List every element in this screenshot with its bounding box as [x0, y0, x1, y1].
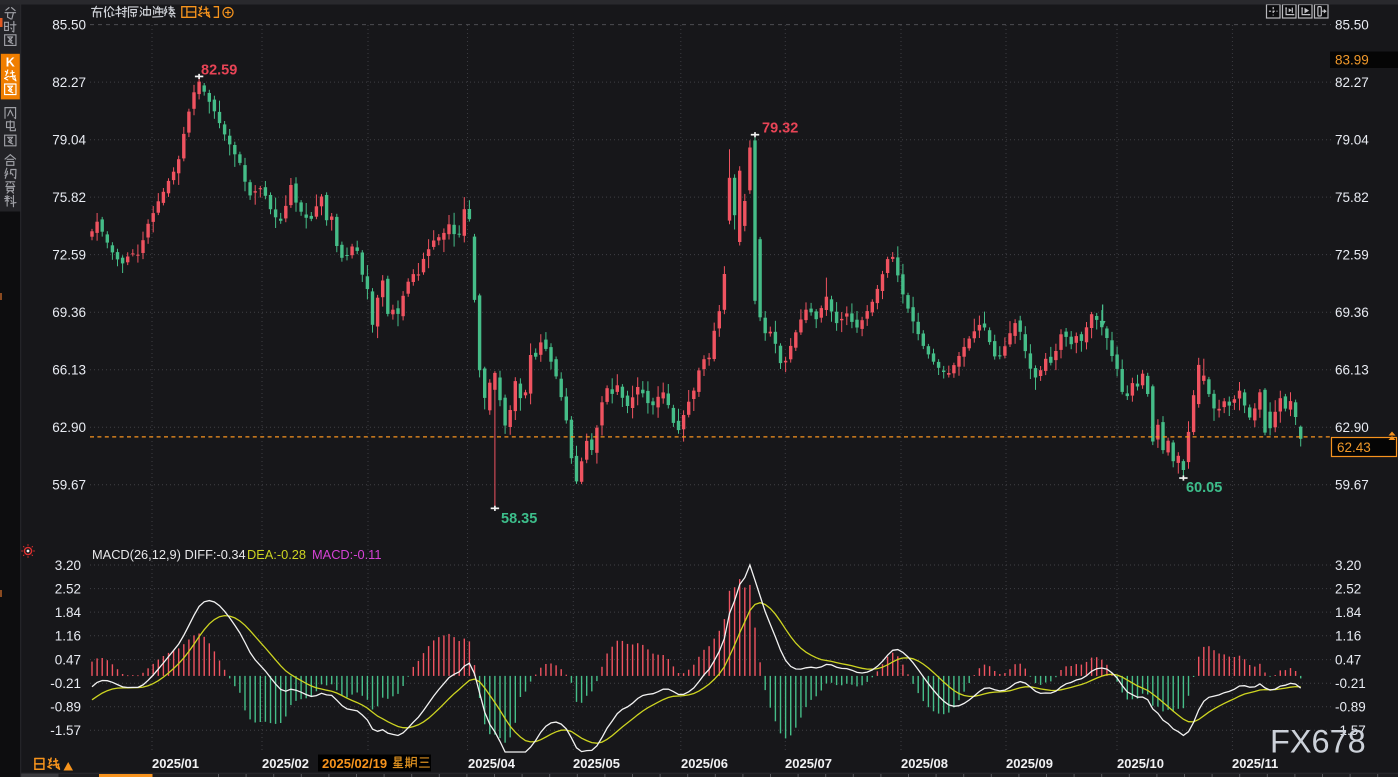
svg-text:2025/11: 2025/11 [1232, 756, 1278, 771]
svg-text:K: K [6, 56, 15, 70]
svg-text:1.16: 1.16 [55, 629, 81, 644]
svg-text:85.50: 85.50 [52, 17, 86, 32]
svg-text:2025/07: 2025/07 [785, 756, 832, 771]
svg-text:0.47: 0.47 [55, 652, 81, 667]
svg-text:2025/10: 2025/10 [1117, 756, 1164, 771]
svg-text:62.90: 62.90 [1335, 420, 1369, 435]
svg-text:60.05: 60.05 [1186, 480, 1222, 496]
svg-text:2025/02: 2025/02 [262, 756, 309, 771]
svg-text:2025/05: 2025/05 [573, 756, 620, 771]
svg-text:-0.21: -0.21 [1335, 676, 1366, 691]
svg-text:59.67: 59.67 [1335, 478, 1369, 493]
svg-text:66.13: 66.13 [1335, 363, 1369, 378]
svg-text:-1.57: -1.57 [50, 723, 81, 738]
svg-text:62.43: 62.43 [1337, 440, 1371, 455]
svg-text:59.67: 59.67 [52, 478, 86, 493]
svg-text:-0.89: -0.89 [1335, 700, 1366, 715]
svg-text:2025/01: 2025/01 [152, 756, 199, 771]
svg-text:2025/09: 2025/09 [1006, 756, 1053, 771]
svg-text:82.59: 82.59 [201, 63, 237, 79]
svg-text:MACD:-0.11: MACD:-0.11 [312, 547, 381, 562]
svg-text:DEA:-0.28: DEA:-0.28 [247, 547, 306, 562]
svg-text:66.13: 66.13 [52, 363, 86, 378]
svg-text:58.35: 58.35 [501, 511, 537, 527]
svg-text:2025/06: 2025/06 [681, 756, 728, 771]
svg-text:2.52: 2.52 [1335, 581, 1361, 596]
svg-text:2025/04: 2025/04 [468, 756, 516, 771]
svg-text:-0.89: -0.89 [50, 700, 81, 715]
svg-text:FX678: FX678 [1270, 724, 1366, 760]
svg-text:75.82: 75.82 [1335, 190, 1369, 205]
svg-text:69.36: 69.36 [1335, 305, 1369, 320]
svg-text:-1.57: -1.57 [1335, 723, 1366, 738]
svg-text:72.59: 72.59 [52, 247, 86, 262]
svg-text:82.27: 82.27 [1335, 75, 1369, 90]
svg-text:2025/02/19: 2025/02/19 [322, 756, 387, 771]
svg-text:1.16: 1.16 [1335, 629, 1361, 644]
svg-text:79.04: 79.04 [52, 133, 86, 148]
svg-text:79.32: 79.32 [762, 121, 798, 137]
svg-text:62.90: 62.90 [52, 420, 86, 435]
svg-text:3.20: 3.20 [1335, 558, 1361, 573]
svg-text:MACD(26,12,9) DIFF:-0.34: MACD(26,12,9) DIFF:-0.34 [92, 547, 246, 562]
svg-text:83.99: 83.99 [1335, 53, 1369, 68]
svg-text:1.84: 1.84 [1335, 605, 1362, 620]
svg-text:1.84: 1.84 [55, 605, 82, 620]
svg-text:79.04: 79.04 [1335, 133, 1369, 148]
svg-text:-0.21: -0.21 [50, 676, 81, 691]
svg-text:85.50: 85.50 [1335, 17, 1369, 32]
svg-text:72.59: 72.59 [1335, 247, 1369, 262]
svg-text:75.82: 75.82 [52, 190, 86, 205]
svg-text:2025/08: 2025/08 [901, 756, 948, 771]
svg-text:3.20: 3.20 [55, 558, 81, 573]
svg-text:69.36: 69.36 [52, 305, 86, 320]
svg-text:82.27: 82.27 [52, 75, 86, 90]
svg-text:0.47: 0.47 [1335, 652, 1361, 667]
svg-text:2.52: 2.52 [55, 581, 81, 596]
